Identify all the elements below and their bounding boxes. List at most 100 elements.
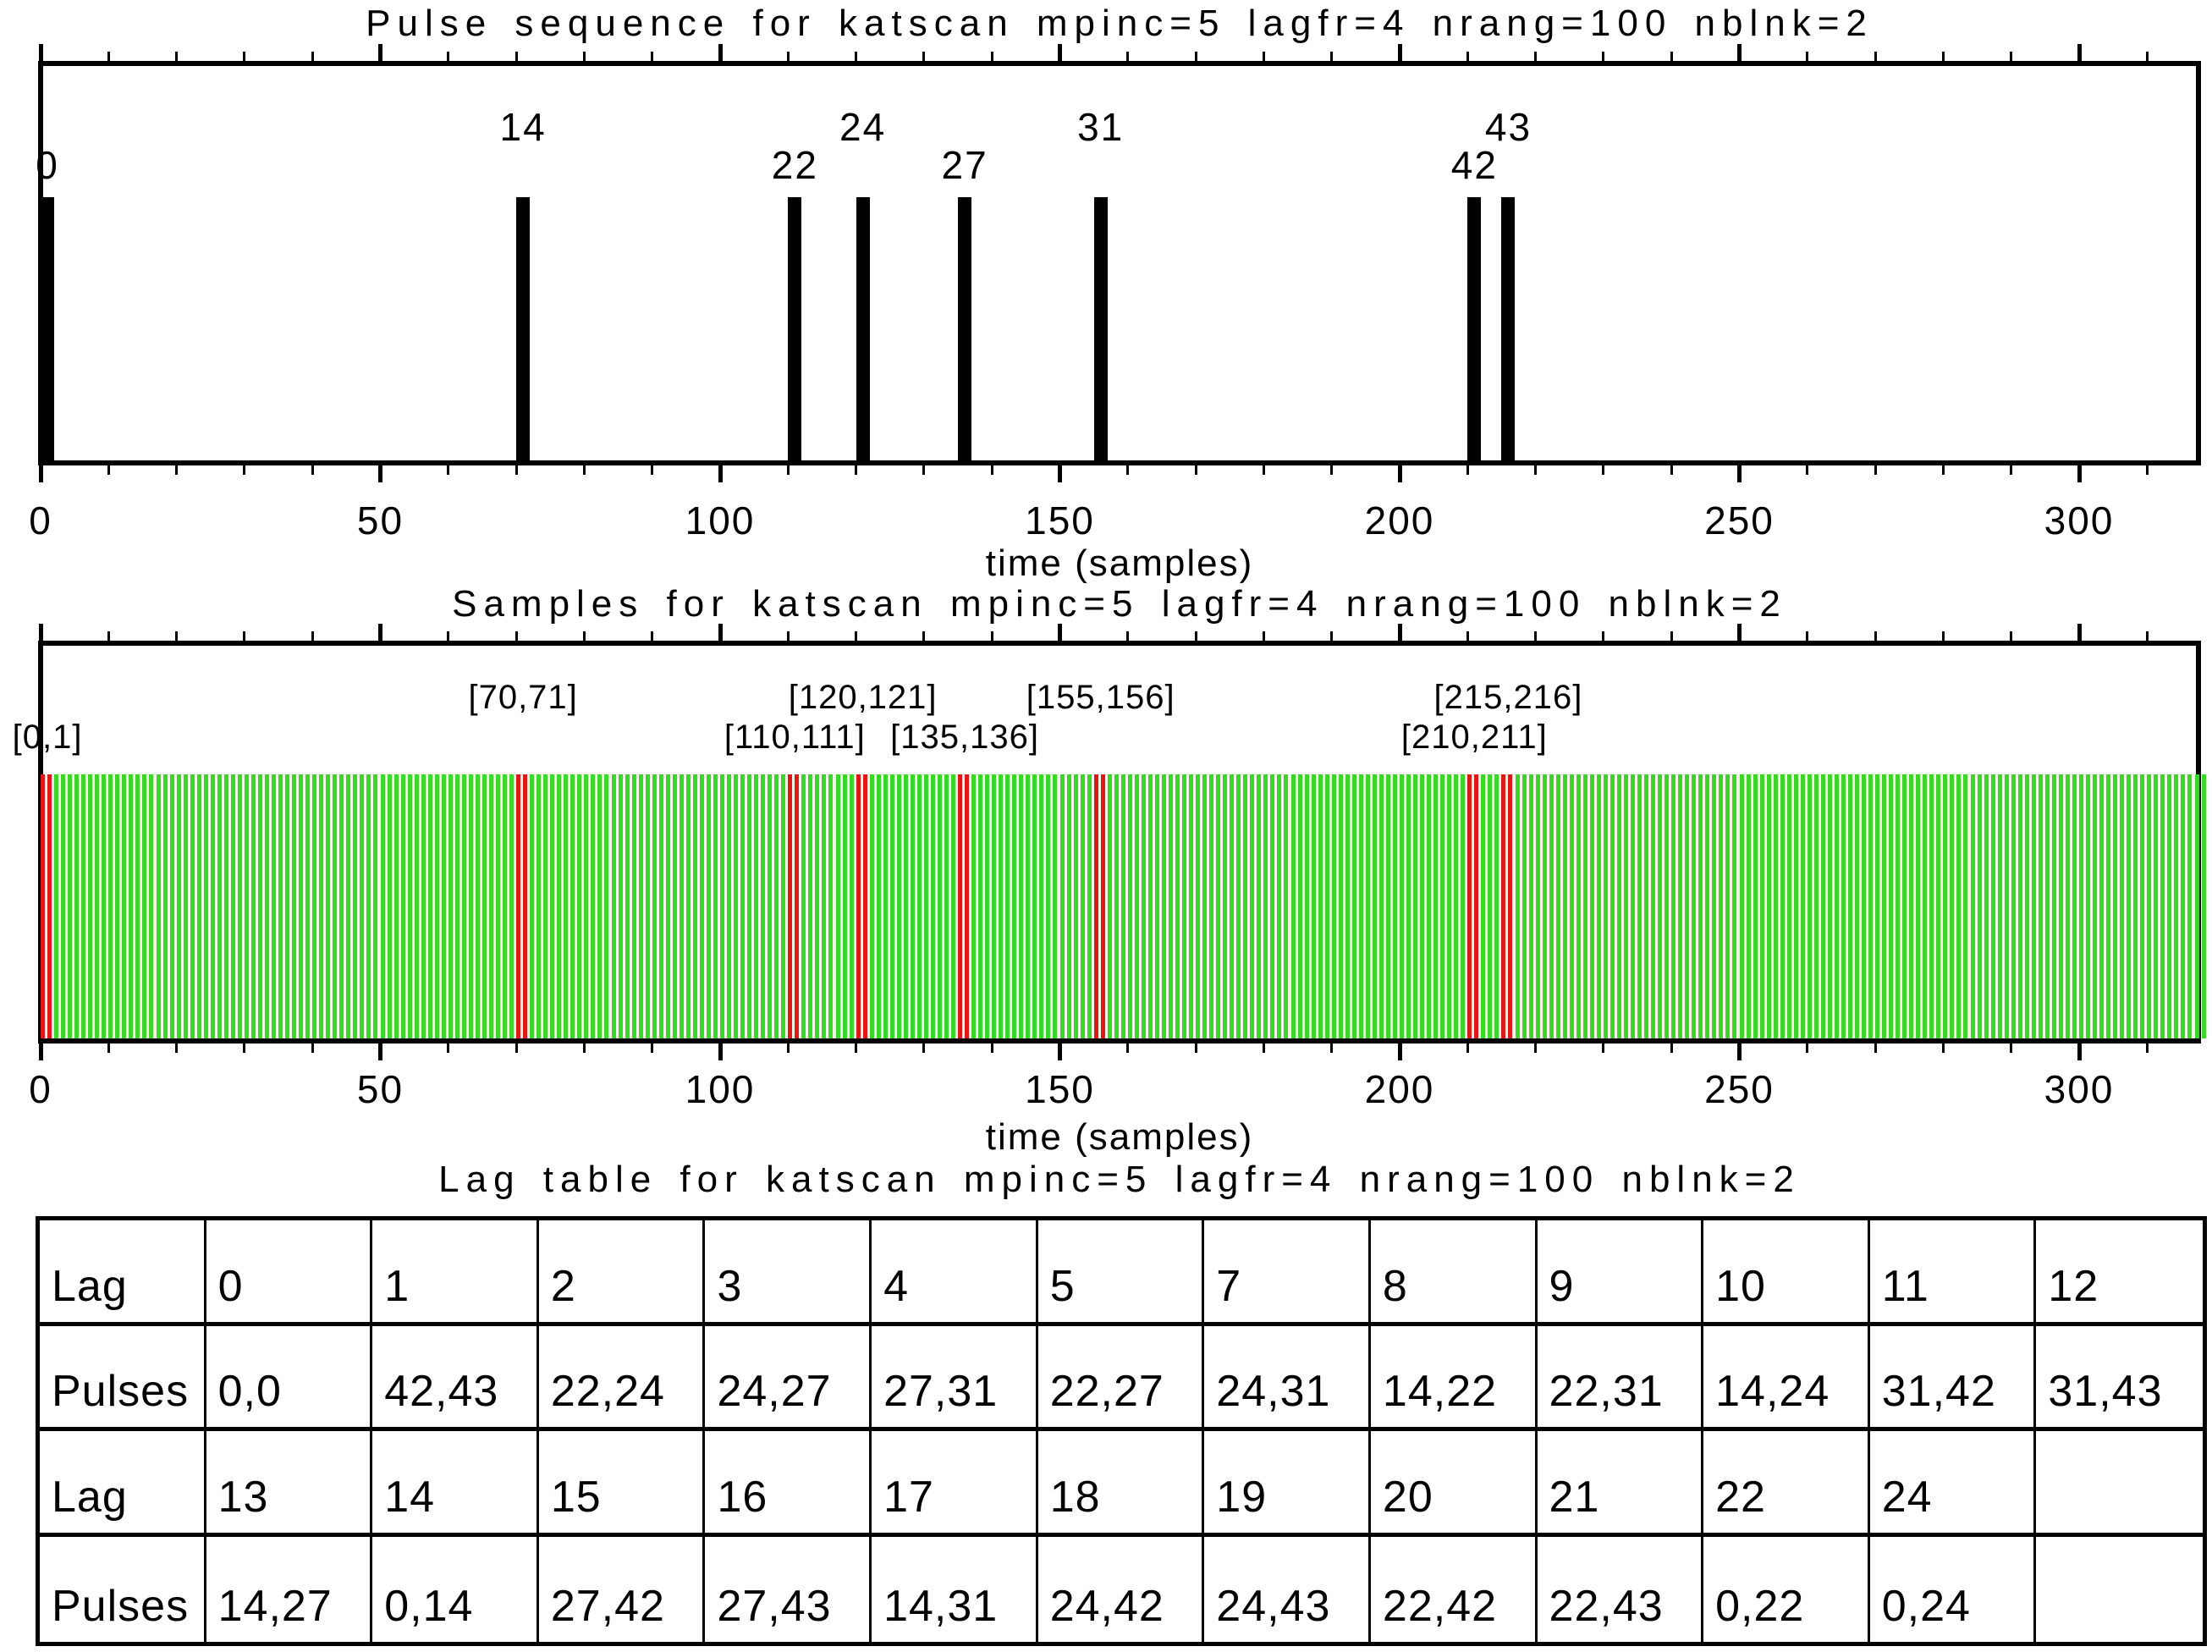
sample-stripe (1427, 774, 1432, 1038)
axis-tick (1874, 52, 1877, 61)
axis-tick (990, 1044, 993, 1053)
sample-stripe (557, 774, 562, 1038)
sample-stripe (923, 774, 928, 1038)
axis-tick (1126, 631, 1130, 641)
sample-stripe (699, 774, 704, 1038)
samples-plot-area (38, 641, 2206, 1044)
axis-tick (582, 465, 586, 475)
sample-stripe (1318, 774, 1323, 1038)
table-cell: 14,24 (1703, 1325, 1870, 1431)
sample-stripe (2079, 774, 2083, 1038)
pulse-bar-label: 42 (1450, 143, 1498, 187)
axis-tick (107, 465, 110, 475)
sample-stripe (1596, 774, 1601, 1038)
table-cell: 24,43 (1204, 1536, 1371, 1642)
axis-tick (1330, 1044, 1334, 1053)
sample-stripe (1080, 774, 1085, 1038)
sample-stripe (1535, 774, 1540, 1038)
sample-stripe (2017, 774, 2022, 1038)
sample-stripe (1209, 774, 1214, 1038)
sample-stripe (2011, 774, 2016, 1038)
table-cell: 5 (1037, 1220, 1205, 1326)
sample-stripe (1147, 774, 1153, 1038)
lag-table: Lag 0 1 2 3 4 5 7 8 9 10 11 12 Pulses 0,0 42,43 22,24 24,… (36, 1216, 2207, 1646)
sample-stripe (142, 774, 147, 1038)
table-cell: 27,43 (705, 1536, 872, 1642)
axis-tick (1602, 631, 1605, 641)
samples-plot-xlabel: time (samples) (985, 1116, 1254, 1158)
sample-stripe (1813, 774, 1819, 1038)
table-row-header: Pulses (40, 1536, 206, 1642)
sample-stripe (645, 774, 650, 1038)
axis-tick (582, 1044, 586, 1053)
axis-tick (1126, 52, 1130, 61)
sample-stripe (1678, 774, 1683, 1038)
axis-tick (1466, 465, 1469, 475)
axis-tick (311, 1044, 314, 1053)
axis-tick (786, 1044, 790, 1053)
sample-stripe (1773, 774, 1778, 1038)
sample-stripe (1909, 774, 1914, 1038)
axis-tick (378, 624, 382, 641)
sample-stripe (346, 774, 351, 1038)
sample-stripe (754, 774, 759, 1038)
axis-tick (1262, 52, 1265, 61)
axis-tick (107, 1044, 110, 1053)
sample-stripe (1766, 774, 1771, 1038)
pulse-bar-label: 27 (941, 143, 988, 187)
axis-tick (1126, 465, 1130, 475)
pulse-bar (856, 197, 870, 460)
sample-stripe (326, 774, 331, 1038)
sample-stripe (1671, 774, 1676, 1038)
pulse-plot-area (38, 61, 2201, 465)
axis-tick-label: 150 (1025, 498, 1095, 542)
sample-stripe (176, 774, 181, 1038)
sample-stripe (1114, 774, 1119, 1038)
axis-tick (447, 52, 450, 61)
table-cell: 31,43 (2036, 1326, 2203, 1431)
sample-stripe (978, 774, 983, 1038)
blanked-pair-label: [70,71] (468, 679, 578, 716)
axis-tick (1194, 52, 1197, 61)
sample-stripe (1059, 774, 1065, 1038)
sample-stripe (272, 774, 277, 1038)
table-cell: 20 (1370, 1431, 1538, 1537)
axis-tick (311, 465, 314, 475)
sample-stripe (903, 774, 908, 1038)
sample-stripe (591, 774, 596, 1038)
sample-stripe (1963, 774, 1968, 1038)
sample-stripe (2127, 774, 2132, 1038)
sample-stripe (434, 774, 439, 1038)
blanked-pair-label: [110,111] (724, 719, 866, 756)
axis-tick (514, 631, 518, 641)
pulse-bar (516, 197, 531, 460)
sample-stripe (1365, 774, 1370, 1038)
sample-stripe (1392, 774, 1397, 1038)
axis-tick (107, 52, 110, 61)
sample-stripe (1351, 774, 1356, 1038)
sample-stripe (108, 774, 113, 1038)
sample-stripe (1631, 774, 1636, 1038)
table-cell (2036, 1431, 2203, 1537)
axis-tick (718, 44, 723, 61)
sample-stripe (475, 774, 480, 1038)
sample-stripe (706, 774, 711, 1038)
pulse-bar-label: 0 (36, 143, 59, 187)
table-row-header: Lag (40, 1220, 206, 1326)
blanked-sample-stripe (47, 774, 52, 1038)
sample-stripe (822, 774, 827, 1038)
axis-tick (1058, 624, 1062, 641)
sample-stripe (1786, 774, 1791, 1038)
sample-stripe (81, 774, 86, 1038)
pulse-bar (958, 197, 972, 460)
sample-stripe (638, 774, 643, 1038)
sample-stripe (339, 774, 344, 1038)
sample-stripe (183, 774, 188, 1038)
sample-stripe (2099, 774, 2105, 1038)
axis-tick (1397, 465, 1402, 482)
sample-stripe (305, 774, 311, 1038)
sample-stripe (1345, 774, 1350, 1038)
axis-tick (1806, 1044, 1809, 1053)
sample-stripe (1250, 774, 1255, 1038)
